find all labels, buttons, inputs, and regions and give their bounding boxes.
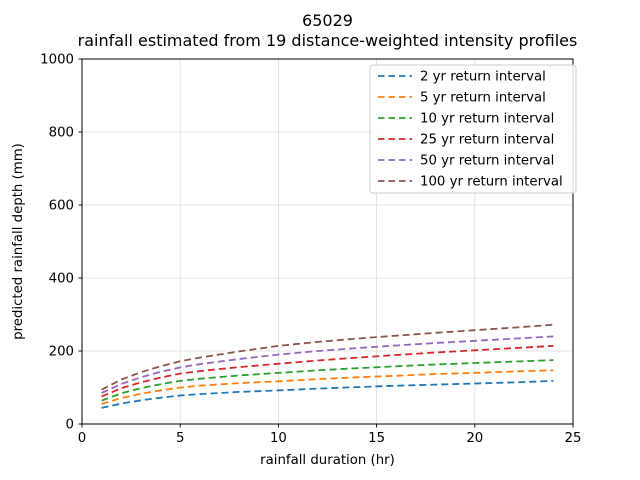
x-tick-label: 20 <box>466 431 483 446</box>
series-lines <box>101 323 554 409</box>
legend-entry-label: 25 yr return interval <box>420 133 554 148</box>
series-line <box>101 369 554 405</box>
series-line <box>101 359 554 402</box>
x-tick-label: 5 <box>176 431 184 446</box>
legend-entry-label: 2 yr return interval <box>420 70 546 85</box>
x-tick-label: 15 <box>368 431 385 446</box>
x-tick-label: 0 <box>78 431 86 446</box>
y-tick-label: 1000 <box>40 53 74 68</box>
y-tick-label: 400 <box>49 272 74 287</box>
chart-subtitle: rainfall estimated from 19 distance-weig… <box>78 31 578 50</box>
series-line <box>101 345 554 398</box>
x-tick-label: 25 <box>565 431 582 446</box>
chart-title: 65029 <box>302 11 353 30</box>
y-axis-ticks: 0 200 400 600 800 1000 <box>40 53 82 433</box>
plot-border <box>81 58 574 425</box>
legend-entry-label: 10 yr return interval <box>420 112 554 127</box>
y-tick-label: 800 <box>49 126 74 141</box>
series-line <box>101 335 554 394</box>
legend-entry-label: 100 yr return interval <box>420 175 563 190</box>
y-tick-label: 200 <box>49 345 74 360</box>
y-tick-label: 0 <box>66 418 74 433</box>
x-axis-ticks: 0 5 10 15 20 25 <box>78 424 582 446</box>
legend: 2 yr return interval 5 yr return interval… <box>369 64 577 194</box>
x-axis-label: rainfall duration (hr) <box>260 453 395 468</box>
legend-box <box>369 64 577 194</box>
legend-entry-label: 50 yr return interval <box>420 154 554 169</box>
legend-entry-label: 5 yr return interval <box>420 91 546 106</box>
series-line <box>101 380 554 409</box>
x-tick-label: 10 <box>270 431 287 446</box>
y-tick-label: 600 <box>49 199 74 214</box>
series-line <box>101 323 554 391</box>
y-axis-label: predicted rainfall depth (mm) <box>11 143 26 340</box>
